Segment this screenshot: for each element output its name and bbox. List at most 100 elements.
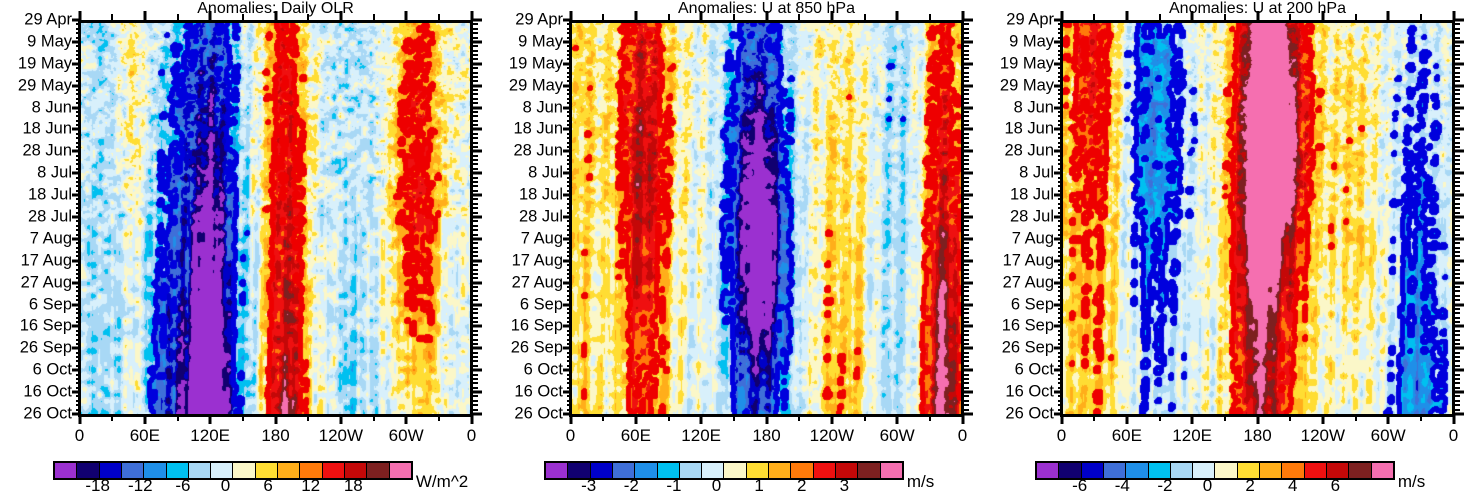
y-axis-minor-tick-right bbox=[964, 67, 969, 70]
y-axis-minor-tick-right bbox=[1455, 36, 1460, 39]
colorbar-swatch bbox=[367, 463, 390, 478]
colorbar-tick-label: 3 bbox=[839, 476, 850, 495]
y-axis-minor-tick bbox=[76, 93, 81, 96]
y-axis-minor-tick bbox=[1058, 32, 1063, 35]
y-axis-minor-tick bbox=[76, 67, 81, 70]
y-axis-label: 8 Jun bbox=[1013, 98, 1054, 117]
y-axis-minor-tick-right bbox=[473, 399, 478, 402]
colorbar-tick-label: -2 bbox=[623, 476, 639, 495]
colorbar bbox=[1035, 461, 1395, 480]
x-axis-tick-bottom bbox=[274, 414, 277, 424]
x-axis-tick-top bbox=[1256, 11, 1259, 21]
y-axis: 29 Apr 9 May 19 May 29 May 8 Jun 18 Jun 28 Jun… bbox=[982, 11, 1054, 422]
colorbar-swatch bbox=[211, 463, 234, 478]
x-axis-minor-tick-bottom bbox=[241, 414, 244, 421]
y-axis-minor-tick-right bbox=[1455, 176, 1460, 179]
y-axis-minor-tick-right bbox=[1455, 198, 1460, 201]
y-axis-minor-tick-right bbox=[1455, 356, 1460, 359]
y-axis-minor-tick bbox=[567, 386, 572, 389]
x-axis-tick-top bbox=[143, 11, 147, 21]
x-axis-label: 0 bbox=[565, 426, 576, 445]
y-axis-minor-tick bbox=[76, 189, 81, 192]
y-axis-minor-tick-right bbox=[473, 312, 478, 315]
y-axis-minor-tick-right bbox=[964, 32, 969, 35]
y-axis-minor-tick-right bbox=[1455, 307, 1460, 310]
x-axis-tick-top bbox=[1190, 11, 1194, 21]
y-axis-tick bbox=[72, 84, 81, 88]
colorbar-swatch bbox=[702, 463, 725, 478]
y-axis-tick bbox=[1054, 127, 1063, 131]
y-axis-tick-right bbox=[473, 84, 482, 88]
y-axis-minor-tick bbox=[1058, 167, 1063, 170]
x-axis-label: 60W bbox=[879, 426, 915, 445]
x-axis-label: 180 bbox=[752, 426, 781, 445]
y-axis-minor-tick-right bbox=[1455, 299, 1460, 302]
y-axis-label: 28 Jun bbox=[22, 141, 72, 160]
y-axis-minor-tick-right bbox=[964, 137, 969, 140]
x-axis-tick-bottom bbox=[895, 414, 899, 424]
colorbar-swatch bbox=[724, 463, 747, 478]
y-axis-minor-tick bbox=[1058, 141, 1063, 144]
y-axis-minor-tick-right bbox=[473, 167, 478, 170]
y-axis-minor-tick-right bbox=[473, 115, 478, 118]
x-axis-tick-bottom bbox=[1386, 414, 1390, 424]
y-axis-label: 8 Jun bbox=[31, 98, 72, 117]
y-axis-minor-tick bbox=[567, 141, 572, 144]
y-axis-minor-tick-right bbox=[1455, 351, 1460, 354]
colorbar-labels: -6 -4 -2 0 2 4 6 bbox=[982, 476, 1473, 496]
y-axis-minor-tick-right bbox=[964, 211, 969, 214]
y-axis-minor-tick-right bbox=[473, 54, 478, 57]
y-axis-minor-tick-right bbox=[473, 307, 478, 310]
y-axis-minor-tick bbox=[567, 80, 572, 83]
x-axis-tick-bottom bbox=[1060, 414, 1063, 424]
x-axis-minor-tick-bottom bbox=[1354, 414, 1357, 421]
y-axis-minor-tick bbox=[567, 97, 572, 100]
y-axis-tick bbox=[1054, 62, 1063, 66]
y-axis-minor-tick bbox=[76, 220, 81, 223]
y-axis-label: 7 Aug bbox=[1011, 229, 1054, 248]
y-axis-tick bbox=[1054, 303, 1063, 307]
y-axis-tick-right bbox=[964, 368, 973, 372]
y-axis-minor-tick-right bbox=[1455, 97, 1460, 100]
y-axis-tick bbox=[72, 303, 81, 307]
y-axis-minor-tick-right bbox=[1455, 163, 1460, 166]
x-axis-minor-tick-bottom bbox=[1158, 414, 1161, 421]
y-axis-minor-tick-right bbox=[1455, 75, 1460, 78]
y-axis-minor-tick bbox=[1058, 255, 1063, 258]
y-axis-minor-tick-right bbox=[964, 299, 969, 302]
y-axis-tick bbox=[563, 259, 572, 263]
y-axis-minor-tick-right bbox=[1455, 321, 1460, 324]
y-axis-minor-tick-right bbox=[473, 351, 478, 354]
y-axis-minor-tick bbox=[567, 180, 572, 183]
y-axis-tick-right bbox=[964, 303, 973, 307]
y-axis-minor-tick bbox=[1058, 286, 1063, 289]
y-axis-tick bbox=[72, 40, 81, 44]
colorbar-tick-label: 6 bbox=[263, 476, 273, 495]
y-axis-tick-right bbox=[1455, 324, 1464, 328]
colorbar-swatch bbox=[99, 463, 122, 478]
y-axis-minor-tick-right bbox=[964, 198, 969, 201]
y-axis-label: 18 Jun bbox=[22, 119, 72, 138]
y-axis-minor-tick-right bbox=[1455, 141, 1460, 144]
colorbar-unit: m/s bbox=[906, 472, 935, 491]
y-axis-minor-tick bbox=[567, 36, 572, 39]
panel-2: Anomalies: U at 200 hPa 29 Apr 9 May 19 May… bbox=[982, 0, 1473, 495]
y-axis-label: 26 Oct bbox=[514, 404, 563, 423]
y-axis-label: 26 Oct bbox=[23, 404, 72, 423]
y-axis-minor-tick-right bbox=[964, 119, 969, 122]
y-axis-minor-tick bbox=[567, 246, 572, 249]
x-axis-label: 120E bbox=[1172, 426, 1213, 445]
y-axis-minor-tick bbox=[1058, 198, 1063, 201]
y-axis-minor-tick bbox=[76, 334, 81, 337]
y-axis-minor-tick bbox=[567, 71, 572, 74]
y-axis-tick bbox=[1054, 368, 1063, 372]
y-axis-minor-tick bbox=[76, 316, 81, 319]
y-axis-label: 29 May bbox=[17, 76, 72, 95]
y-axis-minor-tick bbox=[76, 163, 81, 166]
y-axis-minor-tick-right bbox=[1455, 89, 1460, 92]
y-axis-tick-right bbox=[473, 215, 482, 219]
y-axis-minor-tick-right bbox=[964, 124, 969, 127]
colorbar-swatch bbox=[1103, 463, 1127, 478]
x-axis-tick-top bbox=[634, 11, 638, 21]
x-axis-minor-tick-top bbox=[1223, 14, 1226, 20]
